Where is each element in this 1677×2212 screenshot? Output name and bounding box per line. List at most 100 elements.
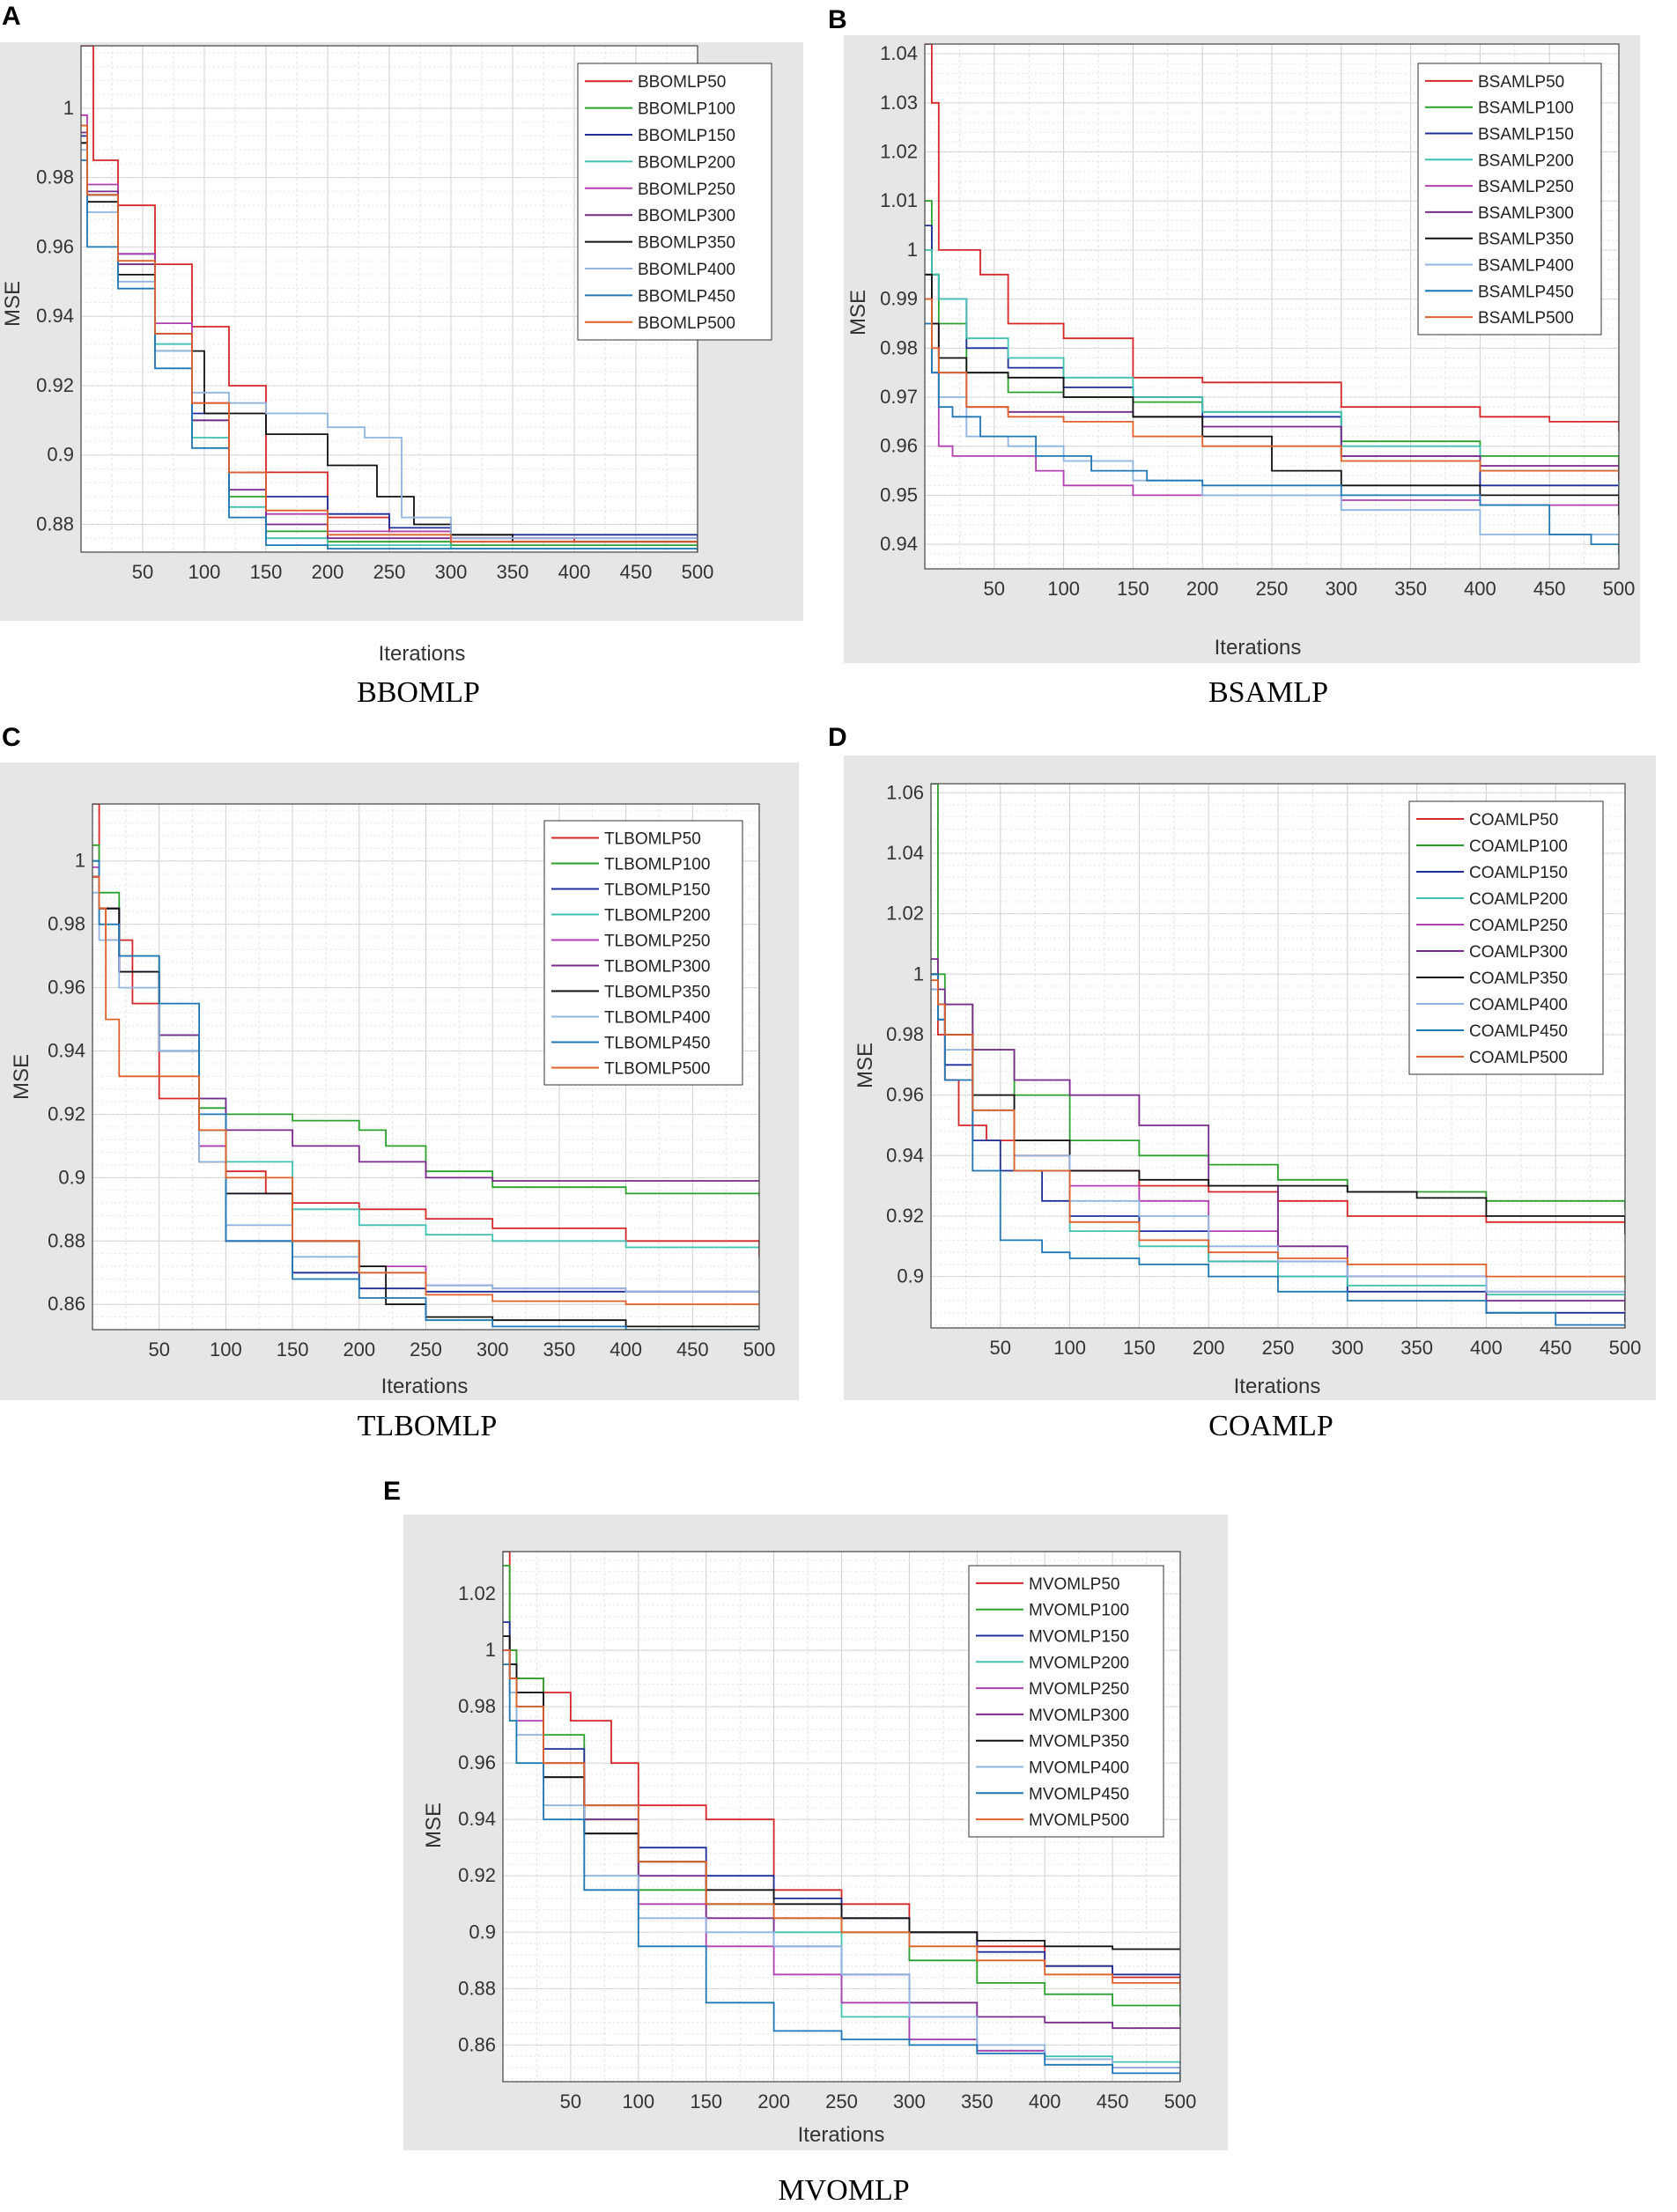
series-line-mvomlp450 xyxy=(503,1663,1180,2082)
y-axis-label: MSE xyxy=(846,290,870,335)
legend-entry: BBOMLP100 xyxy=(638,100,735,119)
x-tick-label: 300 xyxy=(893,2090,926,2112)
legend-entry: MVOMLP250 xyxy=(1029,1680,1129,1699)
legend-entry: COAMLP50 xyxy=(1469,811,1558,830)
x-tick-label: 100 xyxy=(210,1338,242,1360)
x-tick-label: 400 xyxy=(1470,1337,1503,1359)
x-tick-label: 300 xyxy=(1331,1337,1363,1359)
legend-entry: MVOMLP50 xyxy=(1029,1575,1119,1594)
legend-entry: COAMLP200 xyxy=(1469,890,1568,909)
y-tick-label: 0.9 xyxy=(897,1265,924,1287)
caption-coamlp: COAMLP xyxy=(1208,1410,1333,1442)
x-tick-label: 150 xyxy=(277,1338,309,1360)
x-tick-label: 250 xyxy=(410,1338,442,1360)
y-tick-label: 0.99 xyxy=(880,288,918,310)
plot-border xyxy=(930,783,1626,1329)
y-axis-label: MSE xyxy=(853,1043,877,1088)
y-tick-label: 1.03 xyxy=(880,92,918,114)
x-tick-label: 450 xyxy=(676,1338,709,1360)
x-axis-label: Iterations xyxy=(381,1375,469,1398)
x-tick-label: 450 xyxy=(1097,2090,1129,2112)
x-tick-label: 50 xyxy=(990,1337,1011,1359)
legend-entry: BBOMLP300 xyxy=(638,207,735,225)
caption-tlbomlp: TLBOMLP xyxy=(358,1410,498,1442)
legend-entry: MVOMLP450 xyxy=(1029,1785,1129,1803)
x-tick-label: 100 xyxy=(622,2090,654,2112)
legend-entry: COAMLP250 xyxy=(1469,917,1568,935)
legend: BSAMLP50 BSAMLP100 BSAMLP150 BSAMLP200 BSAML… xyxy=(1417,63,1602,335)
x-tick-label: 400 xyxy=(1029,2090,1061,2112)
y-tick-label: 1 xyxy=(907,239,918,261)
legend-entry: BBOMLP50 xyxy=(638,73,726,92)
legend-entry: BSAMLP300 xyxy=(1478,204,1574,223)
y-tick-label: 0.98 xyxy=(886,1023,924,1045)
legend-entry: BSAMLP500 xyxy=(1478,309,1574,328)
x-tick-label: 300 xyxy=(477,1338,509,1360)
legend-entry: BSAMLP200 xyxy=(1478,151,1574,170)
y-axis-label: MSE xyxy=(1,281,25,327)
y-tick-label: 0.95 xyxy=(880,483,918,505)
legend-entry: TLBOMLP250 xyxy=(604,933,710,951)
x-tick-label: 150 xyxy=(250,561,283,583)
legend-entry: MVOMLP300 xyxy=(1029,1707,1129,1725)
y-tick-label: 0.92 xyxy=(48,1102,85,1124)
x-tick-label: 200 xyxy=(312,561,344,583)
x-tick-label: 100 xyxy=(1053,1337,1086,1359)
x-tick-label: 100 xyxy=(1047,578,1080,600)
series-line-bsamlp500 xyxy=(925,298,1619,476)
x-tick-label: 200 xyxy=(343,1338,375,1360)
y-tick-label: 0.96 xyxy=(36,235,74,257)
legend-entry: COAMLP100 xyxy=(1469,837,1568,856)
legend-entry: COAMLP150 xyxy=(1469,864,1568,882)
y-tick-label: 1.02 xyxy=(880,141,918,163)
y-axis-label: MSE xyxy=(422,1803,446,1848)
y-tick-label: 0.96 xyxy=(48,977,85,999)
y-tick-label: 0.88 xyxy=(36,512,74,535)
y-tick-label: 0.94 xyxy=(886,1144,924,1166)
y-tick-label: 0.97 xyxy=(880,386,918,408)
series-line-coamlp450 xyxy=(931,973,1625,1328)
x-tick-label: 250 xyxy=(1256,578,1289,600)
y-tick-label: 0.94 xyxy=(880,533,918,555)
x-tick-label: 200 xyxy=(1186,578,1219,600)
legend-entry: COAMLP400 xyxy=(1469,996,1568,1014)
legend: BBOMLP50 BBOMLP100 BBOMLP150 BBOMLP200 BBOML… xyxy=(577,63,772,341)
legend-entry: TLBOMLP200 xyxy=(604,907,710,925)
legend-entry: BBOMLP200 xyxy=(638,153,735,172)
legend: MVOMLP50 MVOMLP100 MVOMLP150 MVOMLP200 MVOML… xyxy=(968,1565,1164,1838)
x-axis-label: Iterations xyxy=(1234,1375,1321,1398)
x-tick-label: 350 xyxy=(1394,578,1427,600)
x-tick-label: 350 xyxy=(543,1338,576,1360)
legend-entry: COAMLP500 xyxy=(1469,1049,1568,1067)
legend-entry: MVOMLP500 xyxy=(1029,1811,1129,1830)
plot-border xyxy=(502,1551,1181,2083)
legend-entry: BBOMLP150 xyxy=(638,127,735,145)
plot-border xyxy=(924,43,1620,570)
x-tick-label: 250 xyxy=(825,2090,858,2112)
x-tick-label: 400 xyxy=(1464,578,1496,600)
legend-entry: COAMLP350 xyxy=(1469,970,1568,988)
legend-box xyxy=(968,1565,1164,1838)
x-tick-label: 450 xyxy=(1533,578,1566,600)
x-tick-label: 500 xyxy=(1603,578,1636,600)
y-tick-label: 1 xyxy=(75,850,85,872)
legend-entry: BSAMLP150 xyxy=(1478,126,1574,144)
y-tick-label: 1 xyxy=(485,1639,496,1661)
series-line-bsamlp50 xyxy=(925,44,1619,431)
legend-entry: BBOMLP400 xyxy=(638,261,735,279)
legend-entry: TLBOMLP150 xyxy=(604,881,710,900)
x-tick-label: 250 xyxy=(373,561,406,583)
x-tick-label: 250 xyxy=(1262,1337,1295,1359)
series-line-bsamlp450 xyxy=(925,322,1619,555)
y-tick-label: 1 xyxy=(913,962,924,984)
caption-bbomlp: BBOMLP xyxy=(357,676,480,709)
chart-tlbomlp: 50 100 150 200 250 300 350 400 450 500 0.86 0.88 0.9… xyxy=(0,763,799,1400)
legend-entry: MVOMLP400 xyxy=(1029,1759,1129,1778)
legend-box xyxy=(1417,63,1602,335)
legend-entry: BBOMLP500 xyxy=(638,314,735,333)
legend-entry: BSAMLP50 xyxy=(1478,73,1564,92)
y-tick-label: 0.94 xyxy=(48,1040,85,1062)
y-tick-label: 0.88 xyxy=(48,1229,85,1251)
y-tick-label: 0.98 xyxy=(458,1695,496,1717)
